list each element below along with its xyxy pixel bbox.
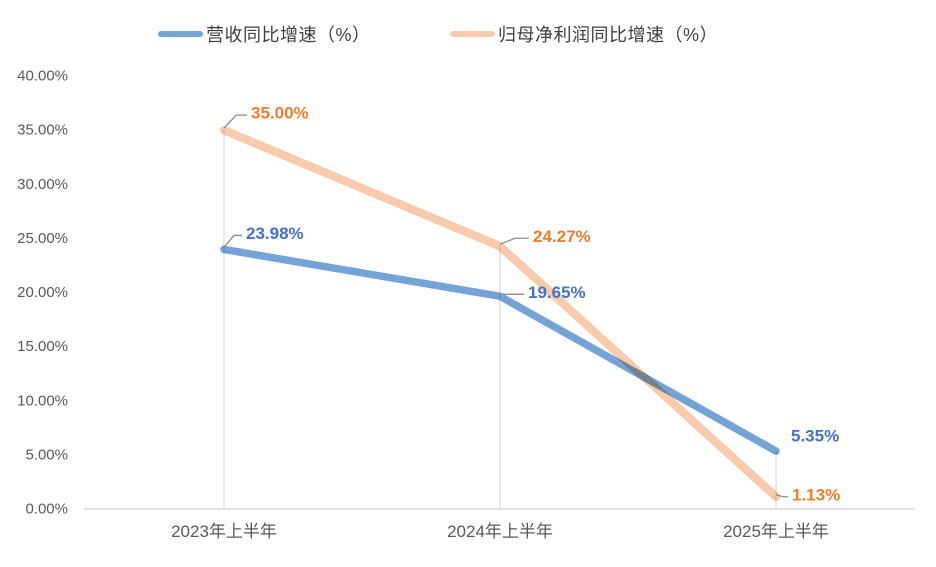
data-label: 24.27% (533, 227, 591, 246)
legend-label-net-profit-growth: 归母净利润同比增速（%） (498, 25, 719, 45)
label-leader-line (775, 494, 788, 498)
label-leader-line (223, 234, 242, 248)
legend-item-revenue-growth: 营收同比增速（%） (158, 20, 371, 48)
series-line-revenue-growth (220, 245, 780, 455)
data-label: 35.00% (251, 104, 309, 123)
legend-label-revenue-growth: 营收同比增速（%） (206, 25, 371, 45)
series-line-net-profit-growth (219, 125, 781, 502)
legend-line-swatch-revenue-icon (158, 31, 203, 37)
y-axis-tick-label: 0.00% (25, 501, 68, 518)
label-leader-line (499, 237, 529, 245)
x-axis-category-label: 2024年上半年 (447, 522, 553, 541)
data-label: 1.13% (792, 485, 840, 504)
data-label: 5.35% (791, 427, 839, 446)
chart-legend: 营收同比增速（%） 归母净利润同比增速（%） (0, 20, 936, 48)
x-axis-category-label: 2025年上半年 (723, 522, 829, 541)
y-axis-tick-label: 15.00% (17, 338, 68, 355)
legend-item-net-profit-growth: 归母净利润同比增速（%） (450, 20, 718, 48)
y-axis-tick-label: 35.00% (17, 122, 68, 139)
data-label: 23.98% (246, 224, 304, 243)
y-axis-tick-label: 10.00% (17, 392, 68, 409)
data-label: 19.65% (528, 283, 586, 302)
label-leader-line (223, 114, 247, 129)
y-axis-tick-label: 40.00% (17, 68, 68, 85)
y-axis-tick-label: 30.00% (17, 176, 68, 193)
x-axis-category-label: 2023年上半年 (171, 522, 277, 541)
y-axis-tick-label: 25.00% (17, 230, 68, 247)
y-axis-tick-label: 5.00% (25, 446, 68, 463)
legend-line-swatch-net-profit-icon (450, 31, 495, 37)
y-axis-tick-label: 20.00% (17, 284, 68, 301)
